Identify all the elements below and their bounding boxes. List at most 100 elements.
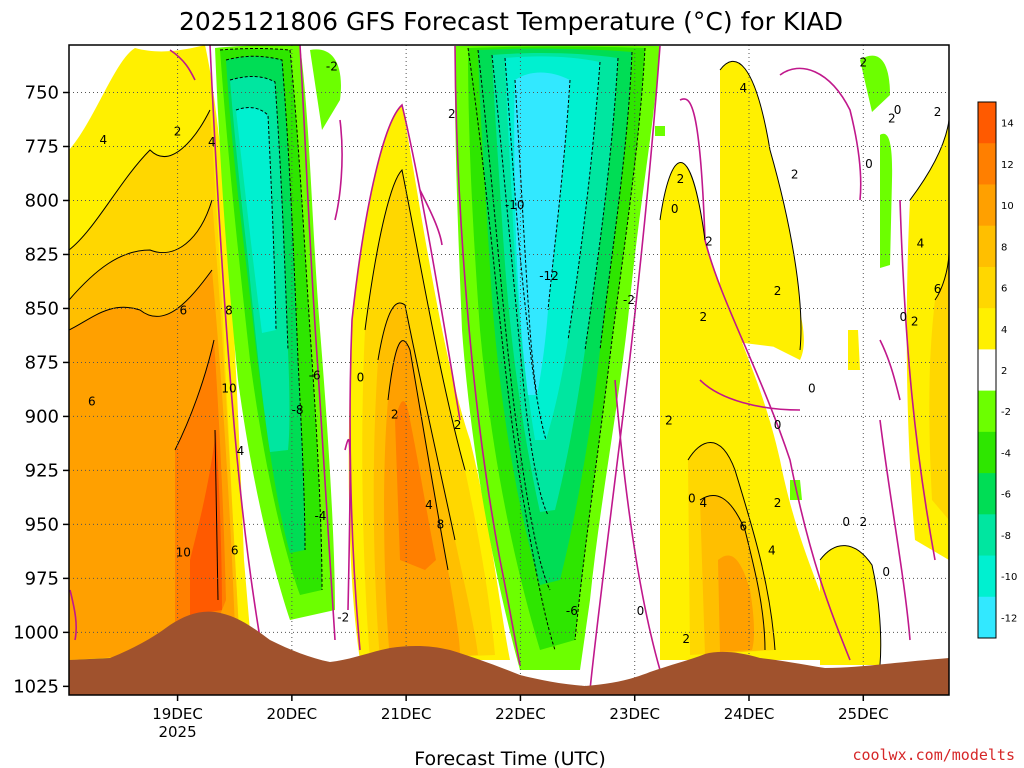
colorbar-swatch	[978, 184, 996, 227]
contour-label: -10	[505, 198, 525, 212]
contour-label: 2	[665, 414, 673, 428]
contour-label: 4	[425, 498, 433, 512]
credit-text: coolwx.com/modelts	[852, 746, 1015, 764]
x-tick-sublabel: 2025	[158, 723, 196, 741]
contour-label: 2	[911, 314, 919, 328]
contour-label: 0	[671, 202, 679, 216]
contour-label: -2	[623, 293, 635, 307]
contour-label: 2	[859, 55, 867, 69]
contour-label: 6	[88, 394, 96, 408]
contour-label: 2	[448, 107, 456, 121]
y-tick-label: 900	[25, 406, 59, 427]
contour-label: 2	[682, 632, 690, 646]
colorbar-swatch	[978, 225, 996, 268]
contour-label: 8	[437, 517, 445, 531]
contour-label: 0	[865, 157, 873, 171]
colorbar-swatch	[978, 596, 996, 639]
contour-label: 2	[705, 235, 713, 249]
colorbar-label: -12	[1001, 613, 1017, 624]
colorbar-swatch	[978, 143, 996, 185]
y-tick-label: 975	[25, 568, 59, 589]
contour-label: -6	[566, 604, 578, 618]
colorbar-label: 10	[1001, 201, 1014, 212]
cold-contours	[219, 47, 646, 651]
colorbar-swatch	[978, 266, 996, 309]
contour-label: 6	[934, 282, 942, 296]
colorbar-swatch	[978, 102, 996, 144]
contour-label: 2	[888, 111, 896, 125]
contour-label: 6	[179, 304, 187, 318]
contour-label: 2	[859, 515, 867, 529]
y-tick-label: 875	[25, 352, 59, 373]
chart-title: 2025121806 GFS Forecast Temperature (°C)…	[179, 7, 843, 36]
x-tick-label: 20DEC	[267, 705, 318, 723]
y-tick-label: 800	[25, 190, 59, 211]
contour-label: 0	[894, 103, 902, 117]
contour-label: -4	[314, 509, 326, 523]
colorbar-swatch	[978, 349, 996, 392]
colorbar-swatch	[978, 431, 996, 474]
colorbar-label: 4	[1001, 325, 1007, 336]
contour-label: 0	[808, 381, 816, 395]
plot-frame	[68, 44, 950, 696]
contour-label: 8	[225, 304, 233, 318]
y-tick-label: 1000	[13, 622, 59, 643]
contour-label: 4	[99, 133, 107, 147]
contour-label: 0	[774, 418, 782, 432]
contour-label: 6	[231, 543, 239, 557]
colorbar: 14 12 10 8 6 4 2 -2 -4 -6 -8 -10 -12	[977, 101, 1017, 639]
contour-label: -8	[292, 403, 304, 417]
colorbar-label: 6	[1001, 284, 1007, 295]
x-tick-label: 19DEC	[152, 705, 203, 723]
contour-label: 0	[899, 310, 907, 324]
contour-label: 6	[739, 520, 747, 534]
y-axis: 750 775 800 825 850 875 900 925 950 975 1000 1025	[13, 83, 69, 697]
contour-label: 2	[791, 168, 799, 182]
contour-label: 2	[699, 310, 707, 324]
band-above-12	[190, 430, 222, 615]
colorbar-swatch	[978, 555, 996, 598]
contour-label: -6	[309, 368, 321, 382]
contour-label: 2	[391, 407, 399, 421]
x-tick-label: 25DEC	[838, 705, 889, 723]
x-tick-label: 23DEC	[609, 705, 660, 723]
colorbar-label: 12	[1001, 160, 1014, 171]
contour-label: 0	[357, 371, 365, 385]
contour-label: 0	[637, 604, 645, 618]
y-tick-label: 775	[25, 136, 59, 157]
colorbar-label: -10	[1001, 572, 1017, 583]
contour-label: 4	[699, 496, 707, 510]
contour-label: 2	[677, 172, 685, 186]
y-tick-label: 825	[25, 244, 59, 265]
y-tick-label: 950	[25, 514, 59, 535]
contour-label: 10	[176, 545, 191, 559]
colorbar-swatch	[978, 390, 996, 433]
y-tick-label: 750	[25, 83, 59, 104]
y-tick-label: 925	[25, 460, 59, 481]
contour-label: 4	[739, 81, 747, 95]
contour-label: 4	[208, 135, 216, 149]
contour-label: 4	[917, 237, 925, 251]
y-tick-label: 1025	[13, 676, 59, 697]
x-axis-label: Forecast Time (UTC)	[414, 748, 605, 768]
contour-label: 0	[842, 515, 850, 529]
colorbar-label: -8	[1001, 531, 1011, 542]
gridlines	[69, 45, 949, 695]
colorbar-swatch	[978, 473, 996, 515]
contour-label: 0	[688, 491, 696, 505]
colorbar-label: 2	[1001, 366, 1007, 377]
contour-label: 4	[237, 444, 245, 458]
colorbar-frame	[977, 101, 997, 639]
contour-label: 2	[774, 284, 782, 298]
contour-label: 2	[454, 418, 462, 432]
x-tick-label: 24DEC	[724, 705, 775, 723]
contour-label: -2	[337, 610, 349, 624]
band-below-minus12	[514, 72, 570, 395]
colorbar-swatch	[978, 514, 996, 557]
colorbar-label: 8	[1001, 242, 1007, 253]
colorbar-swatch	[978, 308, 996, 350]
colorbar-label: -2	[1001, 407, 1011, 418]
x-tick-label: 21DEC	[381, 705, 432, 723]
